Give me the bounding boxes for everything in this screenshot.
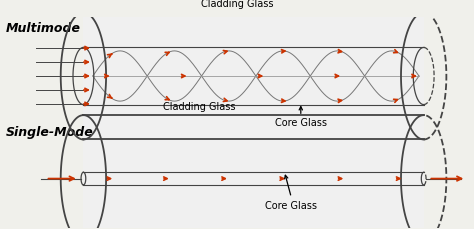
- Bar: [83, 116, 424, 229]
- Text: Cladding Glass: Cladding Glass: [163, 101, 236, 112]
- Text: Cladding Glass: Cladding Glass: [201, 0, 273, 9]
- Text: Single-Mode: Single-Mode: [5, 125, 93, 138]
- Bar: [83, 14, 424, 140]
- Text: Core Glass: Core Glass: [275, 118, 327, 128]
- Text: Multimode: Multimode: [5, 22, 81, 35]
- Text: Core Glass: Core Glass: [265, 200, 318, 210]
